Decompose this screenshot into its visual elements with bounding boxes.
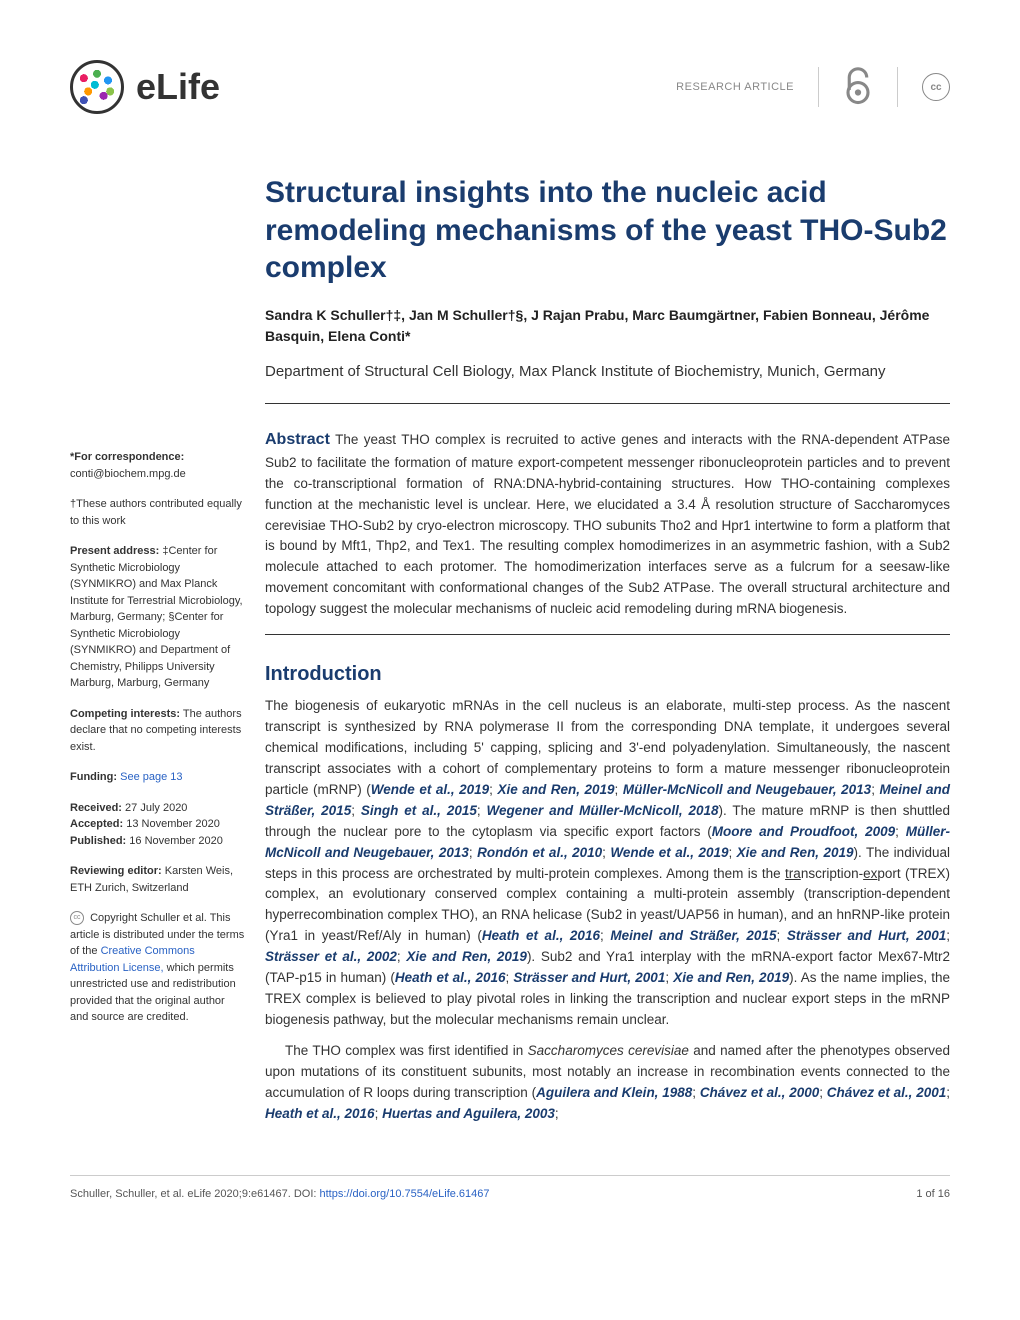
equal-contribution: †These authors contributed equally to th… xyxy=(70,496,245,529)
divider xyxy=(897,67,898,107)
citation-text: Schuller, Schuller, et al. eLife 2020;9:… xyxy=(70,1188,320,1200)
page-footer: Schuller, Schuller, et al. eLife 2020;9:… xyxy=(70,1175,950,1200)
accepted-label: Accepted: xyxy=(70,818,123,830)
correspondence-email: conti@biochem.mpg.de xyxy=(70,468,186,480)
journal-logo: eLife xyxy=(70,60,220,114)
cc-small-icon: cc xyxy=(70,911,84,925)
present-address-label: Present address: xyxy=(70,545,159,557)
header-right: RESEARCH ARTICLE cc xyxy=(676,65,950,110)
article-content: Structural insights into the nucleic aci… xyxy=(265,174,950,1135)
abstract-text: The yeast THO complex is recruited to ac… xyxy=(265,432,950,616)
competing-interests-block: Competing interests: The authors declare… xyxy=(70,706,245,756)
reviewing-label: Reviewing editor: xyxy=(70,865,162,877)
elife-logo-icon xyxy=(70,60,124,114)
funding-label: Funding: xyxy=(70,771,117,783)
page-header: eLife RESEARCH ARTICLE cc xyxy=(70,60,950,114)
divider xyxy=(265,403,950,404)
journal-name: eLife xyxy=(136,66,220,108)
accepted-date: 13 November 2020 xyxy=(126,818,220,830)
funding-block: Funding: See page 13 xyxy=(70,769,245,786)
abstract-block: Abstract The yeast THO complex is recrui… xyxy=(265,428,950,620)
published-label: Published: xyxy=(70,835,126,847)
received-date: 27 July 2020 xyxy=(125,802,187,814)
abstract-label: Abstract xyxy=(265,431,330,448)
intro-heading: Introduction xyxy=(265,663,950,686)
article-type-label: RESEARCH ARTICLE xyxy=(676,81,794,93)
cc-license-icon: cc xyxy=(922,73,950,101)
intro-para-2: The THO complex was first identified in … xyxy=(265,1041,950,1125)
present-address-block: Present address: ‡Center for Synthetic M… xyxy=(70,543,245,692)
funding-link[interactable]: See page 13 xyxy=(120,771,182,783)
page-number: 1 of 16 xyxy=(916,1188,950,1200)
intro-para-1: The biogenesis of eukaryotic mRNAs in th… xyxy=(265,696,950,1031)
published-date: 16 November 2020 xyxy=(129,835,223,847)
present-address-text: ‡Center for Synthetic Microbiology (SYNM… xyxy=(70,545,243,689)
affiliation: Department of Structural Cell Biology, M… xyxy=(265,361,950,384)
competing-label: Competing interests: xyxy=(70,708,180,720)
divider xyxy=(265,634,950,635)
doi-link[interactable]: https://doi.org/10.7554/eLife.61467 xyxy=(320,1188,490,1200)
open-access-icon xyxy=(843,65,873,110)
author-list: Sandra K Schuller†‡, Jan M Schuller†§, J… xyxy=(265,305,950,347)
reviewing-editor-block: Reviewing editor: Karsten Weis, ETH Zuri… xyxy=(70,863,245,896)
article-title: Structural insights into the nucleic aci… xyxy=(265,174,950,287)
correspondence-block: *For correspondence: conti@biochem.mpg.d… xyxy=(70,449,245,482)
received-label: Received: xyxy=(70,802,122,814)
footer-citation: Schuller, Schuller, et al. eLife 2020;9:… xyxy=(70,1188,490,1200)
dates-block: Received: 27 July 2020 Accepted: 13 Nove… xyxy=(70,800,245,850)
copyright-block: cc Copyright Schuller et al. This articl… xyxy=(70,910,245,1026)
sidebar-metadata: *For correspondence: conti@biochem.mpg.d… xyxy=(70,174,245,1135)
divider xyxy=(818,67,819,107)
correspondence-label: *For correspondence: xyxy=(70,451,184,463)
